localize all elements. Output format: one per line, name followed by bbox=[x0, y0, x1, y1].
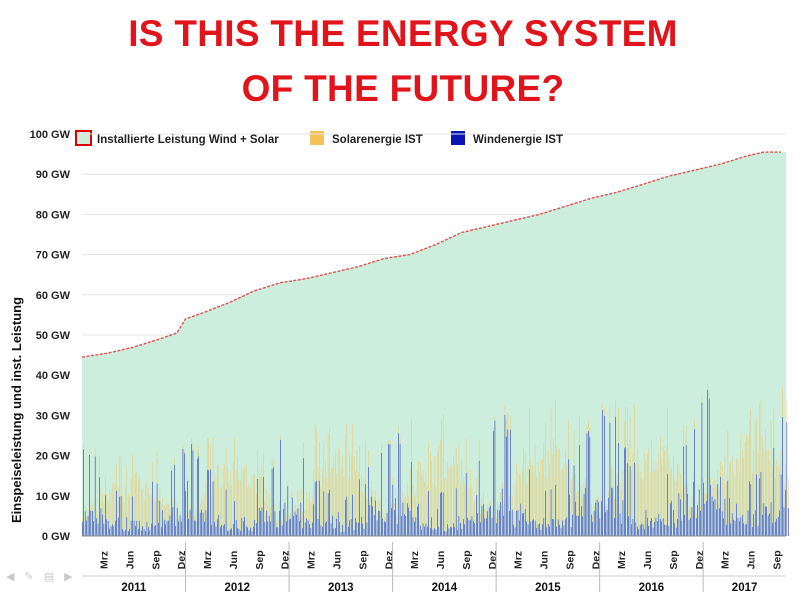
y-tick-label: 20 GW bbox=[36, 451, 71, 463]
x-tick-label: Mrz bbox=[513, 551, 525, 569]
x-tick-label: Mrz bbox=[99, 551, 111, 569]
x-tick-label: Mrz bbox=[202, 551, 214, 569]
y-tick-label: 70 GW bbox=[36, 250, 71, 262]
x-tick-label: Jun bbox=[228, 551, 240, 570]
x-tick-label: Dez bbox=[487, 551, 499, 570]
year-label: 2015 bbox=[535, 582, 561, 592]
x-tick-label: Mrz bbox=[616, 551, 628, 569]
y-tick-label: 100 GW bbox=[30, 129, 71, 141]
x-tick-label: Dez bbox=[176, 551, 188, 570]
solar-feedin-area bbox=[82, 383, 789, 532]
slide-title: IS THIS THE ENERGY SYSTEM OF THE FUTURE? bbox=[0, 6, 806, 116]
x-tick-label: Sep bbox=[357, 550, 369, 569]
x-tick-label: Dez bbox=[383, 551, 395, 570]
installed-capacity-line bbox=[81, 151, 781, 358]
x-tick-label: Mrz bbox=[306, 551, 318, 569]
x-tick-label: Sep bbox=[668, 550, 680, 569]
slide-nav-controls: ◀ ✎ ▤ ▶ bbox=[6, 570, 73, 583]
legend-swatch-wind bbox=[451, 131, 465, 145]
wind-feedin-area bbox=[82, 389, 789, 536]
energy-chart: Installierte Leistung Wind + Solar Solar… bbox=[9, 129, 789, 592]
x-tick-label: Jun bbox=[125, 551, 137, 570]
x-tick-label: Sep bbox=[772, 550, 784, 569]
y-tick-label: 0 GW bbox=[42, 531, 71, 543]
y-tick-label: 50 GW bbox=[36, 330, 71, 342]
pen-icon[interactable]: ✎ bbox=[24, 571, 34, 583]
x-tick-label: Sep bbox=[254, 550, 266, 569]
x-tick-label: Sep bbox=[461, 550, 473, 569]
y-tick-label: 40 GW bbox=[36, 370, 71, 382]
y-tick-label: 80 GW bbox=[36, 209, 71, 221]
title-line-2: OF THE FUTURE? bbox=[241, 68, 565, 109]
year-label: 2014 bbox=[432, 582, 458, 592]
year-label: 2013 bbox=[328, 582, 354, 592]
x-tick-label: Mrz bbox=[409, 551, 421, 569]
y-axis-label: Einspeiseleistung und inst. Leistung bbox=[9, 297, 24, 523]
plot-area bbox=[81, 151, 789, 536]
y-tick-label: 60 GW bbox=[36, 290, 71, 302]
slides-icon[interactable]: ▤ bbox=[43, 571, 55, 583]
y-tick-label: 10 GW bbox=[36, 491, 71, 503]
page-number: 3 bbox=[749, 557, 755, 568]
x-tick-label: Jun bbox=[332, 551, 344, 570]
year-label: 2016 bbox=[639, 582, 665, 592]
x-tick-label: Jun bbox=[642, 551, 654, 570]
year-label: 2012 bbox=[225, 582, 251, 592]
legend-swatch-installed bbox=[75, 130, 92, 146]
y-tick-label: 30 GW bbox=[36, 410, 71, 422]
legend-swatch-solar bbox=[310, 131, 324, 145]
arrow-left-icon[interactable]: ◀ bbox=[6, 571, 15, 583]
x-axis: Mrz Jun Sep Dez Mrz Jun Sep Dez Mrz Jun Sep Dez Mrz J… bbox=[82, 535, 786, 592]
year-label: 2011 bbox=[121, 582, 147, 592]
x-tick-label: Jun bbox=[435, 551, 447, 570]
x-tick-label: Dez bbox=[590, 551, 602, 570]
title-line-1: IS THIS THE ENERGY SYSTEM bbox=[128, 13, 678, 54]
x-tick-label: Jun bbox=[539, 551, 551, 570]
x-tick-label: Mrz bbox=[720, 551, 732, 569]
arrow-right-icon[interactable]: ▶ bbox=[64, 571, 73, 583]
x-tick-label: Dez bbox=[280, 551, 292, 570]
year-label: 2017 bbox=[732, 582, 758, 592]
x-tick-label: Jun bbox=[746, 551, 758, 570]
x-tick-label: Dez bbox=[694, 551, 706, 570]
legend-label-solar: Solarenergie IST bbox=[332, 134, 423, 146]
x-tick-label: Sep bbox=[150, 550, 162, 569]
legend: Installierte Leistung Wind + Solar Solar… bbox=[75, 130, 563, 146]
y-axis-ticks: 0 GW 10 GW 20 GW 30 GW 40 GW 50 GW 60 GW 70 GW 8… bbox=[30, 129, 71, 543]
legend-label-installed: Installierte Leistung Wind + Solar bbox=[97, 134, 279, 146]
y-tick-label: 90 GW bbox=[36, 169, 71, 181]
x-tick-label: Sep bbox=[565, 550, 577, 569]
legend-label-wind: Windenergie IST bbox=[473, 134, 563, 146]
